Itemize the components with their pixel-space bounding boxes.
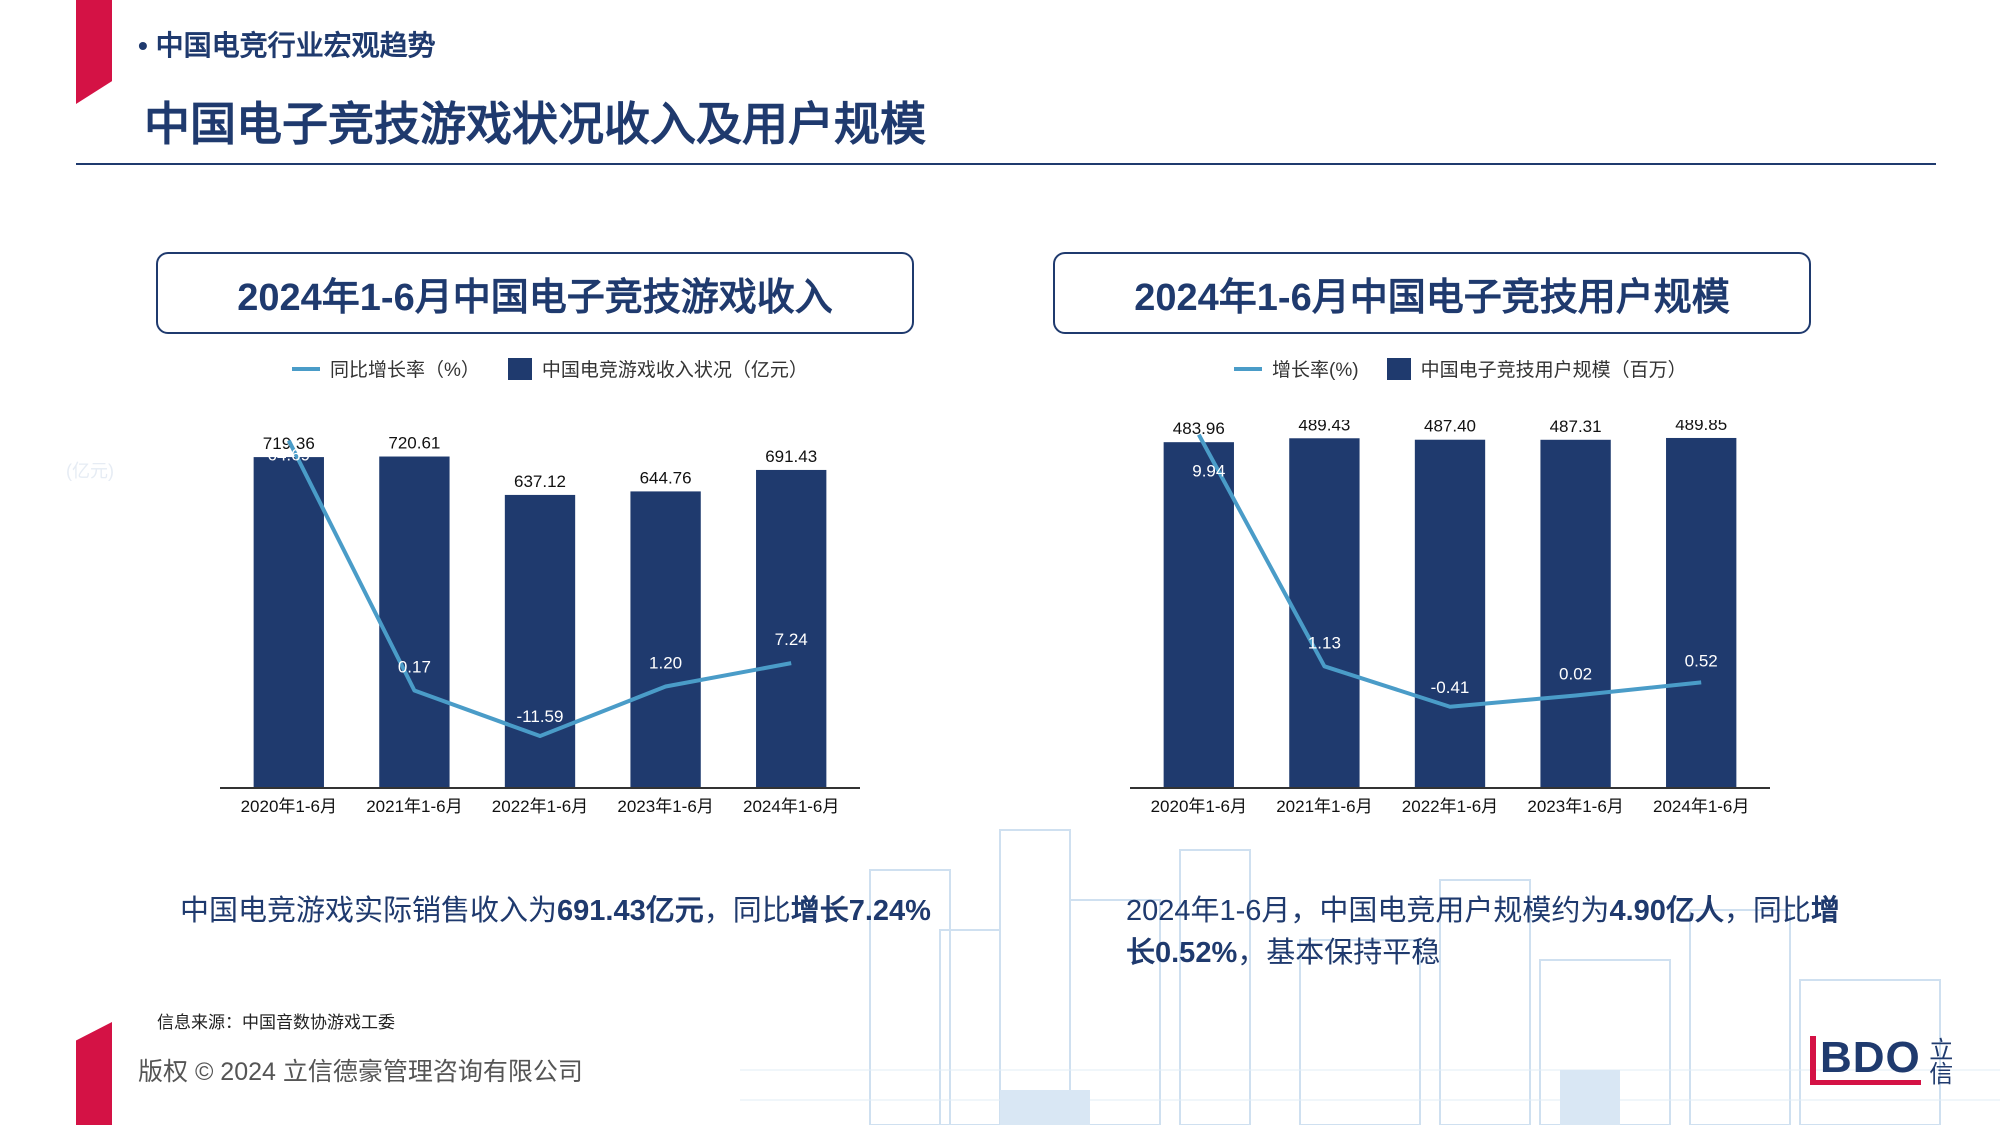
- line-legend-swatch: [292, 366, 320, 371]
- bar: [1540, 439, 1611, 788]
- bar: [1414, 439, 1486, 788]
- growth-rate-label: 0.02: [1559, 664, 1592, 683]
- users-summary-text-3: ，基本保持平稳: [1237, 937, 1441, 969]
- users-summary-value: 4.90亿人: [1609, 895, 1724, 927]
- users-legend: 增长率(%) 中国电子竞技用户规模（百万）: [1234, 355, 1687, 382]
- title-divider: [76, 163, 1936, 165]
- bar: [379, 456, 450, 788]
- users-chart: 483.96 489.43 487.40 487.31 489.85 2020年1-6月 2…: [1130, 420, 1770, 816]
- x-tick-label: 2024年1-6月: [743, 797, 839, 816]
- section-label: • 中国电竞行业宏观趋势: [138, 30, 436, 61]
- x-tick-label: 2022年1-6月: [1402, 797, 1498, 816]
- growth-rate-line: [1197, 433, 1702, 709]
- revenue-summary-text-1: 中国电竞游戏实际销售收入为: [180, 895, 558, 927]
- growth-rate-label: 64.69: [268, 446, 311, 465]
- city-skyline-background: [740, 829, 2000, 1125]
- bar-value-label: 489.85: [1675, 420, 1727, 434]
- growth-rate-label: 1.13: [1308, 633, 1341, 652]
- bar-legend-swatch: [507, 357, 532, 380]
- x-tick-label: 2023年1-6月: [617, 797, 713, 816]
- users-panel-title: 2024年1-6月中国电子竞技用户规模: [1053, 252, 1811, 334]
- users-legend-bar-label: 中国电子竞技用户规模（百万）: [1420, 360, 1687, 381]
- growth-rate-label: 0.17: [398, 657, 431, 676]
- revenue-panel-title: 2024年1-6月中国电子竞技游戏收入: [156, 252, 914, 334]
- users-summary-text-1: 2024年1-6月，中国电竞用户规模约为: [1126, 895, 1610, 927]
- bar: [1666, 437, 1737, 788]
- bar-value-label: 487.40: [1424, 420, 1476, 436]
- copyright: 版权 © 2024 立信德豪管理咨询有限公司: [138, 1058, 583, 1086]
- logo-text: BDO: [1810, 1036, 1921, 1085]
- revenue-summary-text-2: ，同比: [703, 895, 791, 927]
- revenue-legend-line-label: 同比增长率（%）: [330, 360, 480, 381]
- x-tick-label: 2023年1-6月: [1527, 797, 1623, 816]
- x-tick-label: 2022年1-6月: [492, 797, 588, 816]
- growth-rate-label: 1.20: [649, 654, 682, 673]
- x-tick-label: 2020年1-6月: [1151, 797, 1247, 816]
- growth-rate-line: [287, 439, 792, 739]
- logo-cn: 立信: [1924, 1037, 1953, 1085]
- bar: [504, 494, 576, 788]
- bar-value-label: 487.31: [1550, 420, 1602, 436]
- x-tick-label: 2021年1-6月: [366, 797, 462, 816]
- bar-value-label: 644.76: [640, 468, 692, 487]
- top-accent-tab: [76, 0, 112, 104]
- bar-value-label: 483.96: [1173, 420, 1225, 438]
- revenue-summary: 中国电竞游戏实际销售收入为691.43亿元，同比增长7.24%: [180, 890, 960, 932]
- bar-legend-swatch: [1386, 357, 1411, 380]
- bar-value-label: 720.61: [388, 434, 440, 453]
- growth-rate-label: 0.52: [1685, 651, 1718, 670]
- revenue-legend-bar-label: 中国电竞游戏收入状况（亿元）: [541, 360, 808, 381]
- line-legend-swatch: [1234, 366, 1262, 371]
- bar: [630, 491, 701, 788]
- revenue-legend: 同比增长率（%） 中国电竞游戏收入状况（亿元）: [292, 355, 808, 382]
- growth-rate-label: 7.24: [775, 630, 808, 649]
- revenue-summary-value: 691.43亿元: [557, 895, 704, 927]
- ghost-unit-label: (亿元): [66, 461, 114, 481]
- bottom-accent-tab: [76, 1022, 112, 1125]
- bdo-logo: BDO 立信: [1810, 1036, 1953, 1085]
- users-summary-text-2: ，同比: [1723, 895, 1811, 927]
- bar-value-label: 691.43: [765, 447, 817, 466]
- bar-value-label: 637.12: [514, 472, 566, 491]
- revenue-summary-growth: 增长7.24%: [790, 895, 931, 927]
- bar: [253, 457, 324, 788]
- data-source: 信息来源：中国音数协游戏工委: [157, 1013, 395, 1032]
- bar: [1289, 438, 1360, 788]
- bar: [756, 469, 827, 788]
- bar-value-label: 489.43: [1298, 420, 1350, 434]
- users-legend-line-label: 增长率(%): [1272, 360, 1359, 381]
- growth-rate-label: -0.41: [1431, 678, 1470, 697]
- users-summary-growth: 增长0.52%: [1126, 895, 1840, 969]
- x-tick-label: 2021年1-6月: [1276, 797, 1372, 816]
- bar: [1163, 442, 1234, 788]
- x-tick-label: 2020年1-6月: [241, 797, 337, 816]
- growth-rate-label: 9.94: [1192, 462, 1225, 481]
- x-tick-label: 2024年1-6月: [1653, 797, 1749, 816]
- page-title: 中国电子竞技游戏状况收入及用户规模: [144, 98, 926, 150]
- growth-rate-label: -11.59: [517, 707, 564, 726]
- users-summary: 2024年1-6月，中国电竞用户规模约为4.90亿人，同比增长0.52%，基本保…: [1126, 890, 1846, 974]
